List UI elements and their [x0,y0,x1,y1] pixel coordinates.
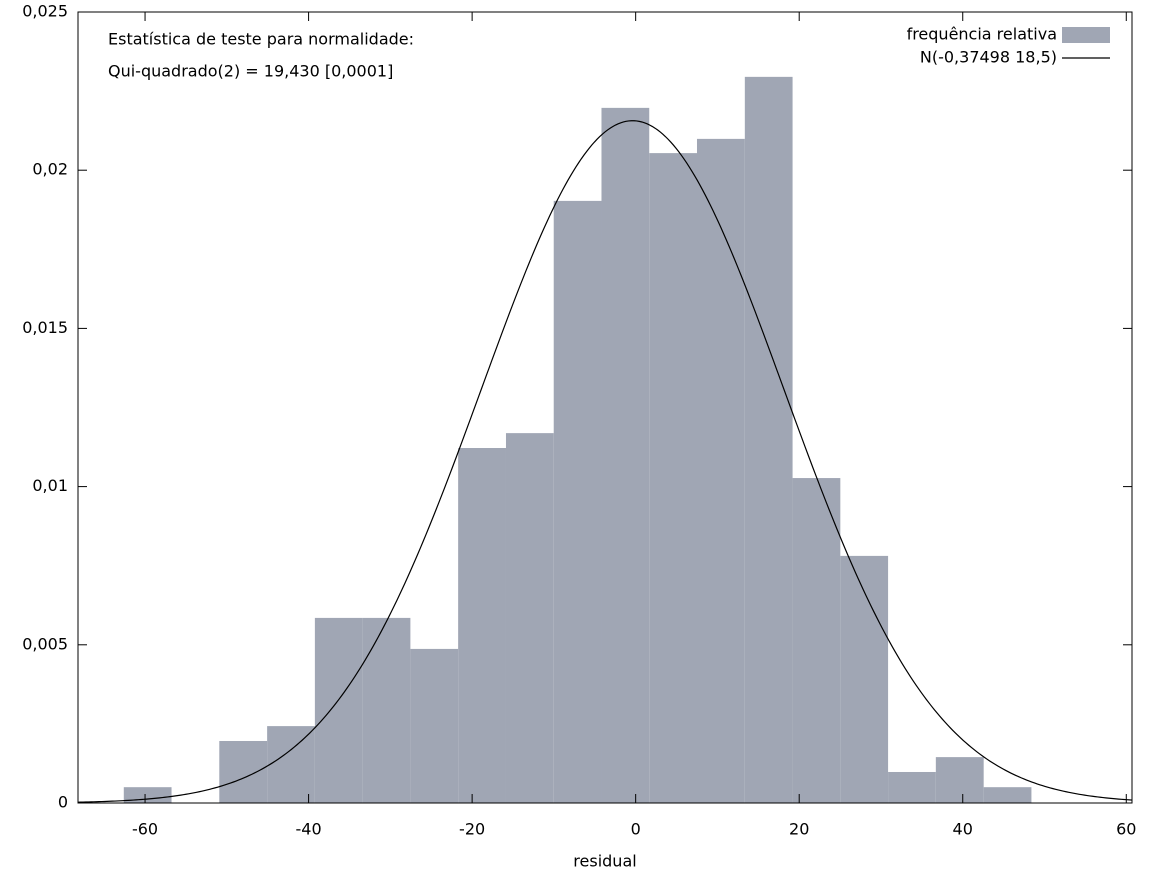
bar [983,787,1032,803]
y-tick-label: 0,005 [22,634,68,653]
bar [649,153,697,804]
y-tick-label: 0 [58,793,68,812]
x-axis-label: residual [573,852,636,871]
annotation: Estatística de teste para normalidade: [108,30,414,49]
bar [935,757,984,803]
y-tick-label: 0,01 [32,476,68,495]
bar [505,433,554,803]
bar [840,555,889,803]
bar [362,617,411,803]
bar [696,138,745,803]
legend-swatch [1062,27,1110,43]
bar [123,787,172,803]
x-tick-label: -60 [132,820,158,839]
x-tick-label: -20 [459,820,485,839]
bar [792,478,841,803]
legend-label: frequência relativa [907,25,1057,44]
bar [267,726,315,803]
bar [553,200,602,803]
legend-label: N(-0,37498 18,5) [920,48,1057,67]
annotation: Qui-quadrado(2) = 19,430 [0,0001] [108,62,393,81]
y-tick-label: 0,015 [22,318,68,337]
x-tick-label: 60 [1116,820,1136,839]
bar [888,771,936,803]
y-tick-label: 0,02 [32,160,68,179]
y-tick-label: 0,025 [22,2,68,21]
bar [219,740,268,803]
normal-curve [77,120,1133,803]
bar [458,447,506,803]
bar [744,76,793,803]
x-tick-label: -40 [296,820,322,839]
plot-border [77,11,1133,804]
bar [601,107,650,803]
x-tick-label: 20 [789,820,809,839]
x-tick-label: 40 [953,820,973,839]
bar [410,648,459,803]
bar [314,617,363,803]
x-tick-label: 0 [631,820,641,839]
